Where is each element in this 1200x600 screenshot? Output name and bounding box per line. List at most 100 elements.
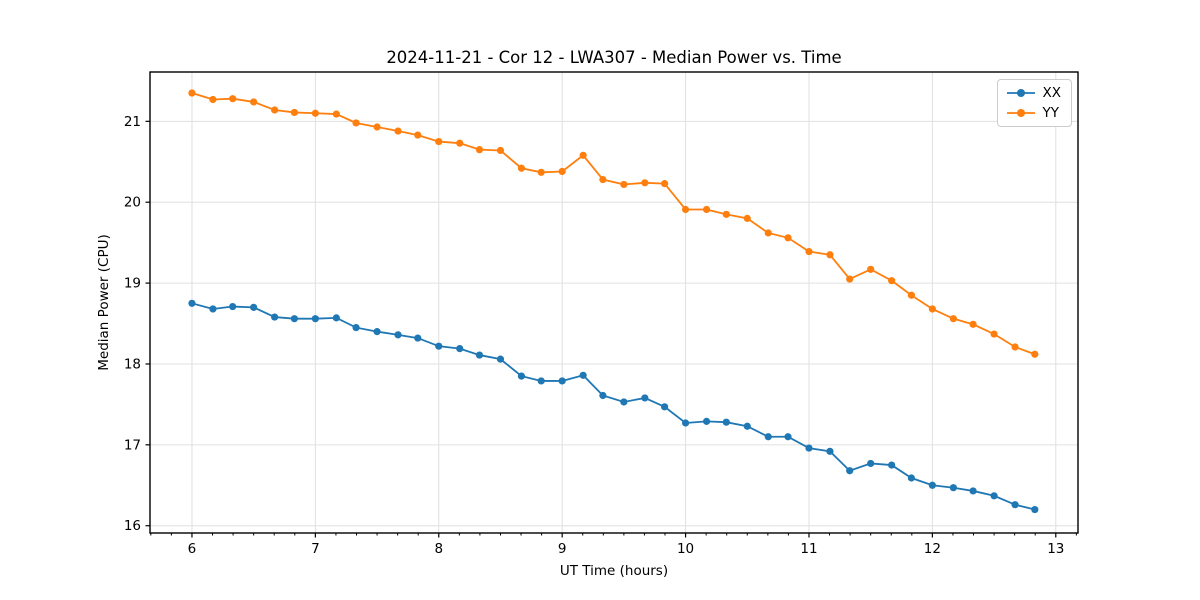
legend-marker-yy-icon xyxy=(1006,109,1035,117)
x-tick-label: 11 xyxy=(800,541,817,557)
data-point-yy xyxy=(826,251,834,259)
data-point-xx xyxy=(579,371,587,379)
data-point-yy xyxy=(641,179,649,187)
y-tick-label: 19 xyxy=(124,276,141,292)
data-point-xx xyxy=(990,492,998,500)
x-tick-label: 10 xyxy=(677,541,694,557)
data-point-yy xyxy=(990,330,998,338)
data-point-xx xyxy=(1031,505,1039,514)
data-point-yy xyxy=(969,320,977,328)
data-point-yy xyxy=(620,180,628,189)
data-point-xx xyxy=(332,314,340,322)
data-point-xx xyxy=(475,351,484,359)
legend-marker-xx-icon xyxy=(1006,89,1035,97)
y-tick-label: 21 xyxy=(124,114,141,130)
data-point-yy xyxy=(271,106,279,114)
data-point-xx xyxy=(250,303,258,311)
data-point-yy xyxy=(517,164,526,172)
data-point-yy xyxy=(928,305,936,313)
data-point-yy xyxy=(722,210,730,218)
data-point-xx xyxy=(394,331,402,339)
x-tick-label: 6 xyxy=(188,541,197,557)
data-point-yy xyxy=(352,119,360,127)
legend-item-yy: YY xyxy=(1006,105,1062,121)
data-point-yy xyxy=(373,123,381,131)
data-point-yy xyxy=(311,109,319,117)
data-point-yy xyxy=(537,168,545,176)
data-point-xx xyxy=(702,417,711,425)
y-tick-label: 16 xyxy=(124,518,141,534)
data-point-yy xyxy=(681,205,690,214)
x-axis-label: UT Time (hours) xyxy=(560,563,668,579)
legend: XX YY xyxy=(996,79,1072,127)
data-point-xx xyxy=(867,459,875,468)
data-point-yy xyxy=(599,175,607,184)
data-point-xx xyxy=(517,372,526,380)
data-point-xx xyxy=(271,313,279,321)
plot-border xyxy=(149,71,1079,534)
data-point-xx xyxy=(209,305,217,313)
data-point-xx xyxy=(290,315,298,323)
data-point-xx xyxy=(188,299,196,307)
data-point-xx xyxy=(496,355,505,363)
data-point-xx xyxy=(435,342,443,350)
data-point-yy xyxy=(846,275,854,283)
data-point-xx xyxy=(764,433,772,441)
data-point-xx xyxy=(907,474,916,482)
data-point-yy xyxy=(332,110,340,118)
data-point-xx xyxy=(352,323,360,332)
x-tick-label: 8 xyxy=(434,541,443,557)
legend-item-xx: XX xyxy=(1006,85,1062,101)
data-point-yy xyxy=(558,167,566,176)
data-point-yy xyxy=(496,146,505,155)
data-point-xx xyxy=(456,345,464,353)
data-point-yy xyxy=(209,95,217,104)
data-point-xx xyxy=(558,377,566,385)
data-point-xx xyxy=(373,328,381,336)
data-point-xx xyxy=(620,398,628,406)
data-point-xx xyxy=(414,334,422,342)
data-point-yy xyxy=(250,98,258,106)
data-point-yy xyxy=(888,277,896,285)
data-point-xx xyxy=(722,418,730,426)
data-point-xx xyxy=(888,461,896,469)
data-point-xx xyxy=(805,444,813,452)
data-point-yy xyxy=(907,291,916,299)
data-point-xx xyxy=(311,315,319,323)
data-point-xx xyxy=(743,422,751,430)
x-tick-label: 9 xyxy=(558,541,567,557)
data-point-yy xyxy=(867,265,875,273)
legend-label-yy: YY xyxy=(1042,105,1060,121)
data-point-yy xyxy=(949,315,957,323)
data-point-yy xyxy=(394,127,402,135)
data-point-yy xyxy=(1031,350,1039,358)
data-point-yy xyxy=(784,234,792,242)
x-tick-label: 7 xyxy=(311,541,320,557)
y-tick-label: 18 xyxy=(124,356,141,372)
data-point-yy xyxy=(805,247,813,256)
data-point-xx xyxy=(826,447,834,455)
data-point-xx xyxy=(1011,501,1019,509)
data-point-yy xyxy=(290,108,298,117)
data-point-xx xyxy=(928,481,936,489)
data-point-xx xyxy=(641,394,649,402)
series-line-yy xyxy=(191,92,1036,356)
data-point-xx xyxy=(949,484,957,492)
legend-label-xx: XX xyxy=(1042,85,1062,101)
data-point-yy xyxy=(435,137,443,146)
data-point-xx xyxy=(229,302,237,311)
data-point-xx xyxy=(784,433,792,441)
data-point-xx xyxy=(537,377,545,385)
chart-title: 2024-11-21 - Cor 12 - LWA307 - Median Po… xyxy=(386,48,842,67)
y-tick-label: 20 xyxy=(124,195,141,211)
data-point-yy xyxy=(660,180,669,188)
data-point-yy xyxy=(1011,343,1019,351)
x-tick-label: 13 xyxy=(1047,541,1064,557)
y-tick-label: 17 xyxy=(124,437,141,453)
data-point-xx xyxy=(846,467,854,475)
data-point-yy xyxy=(475,146,484,154)
x-tick-label: 12 xyxy=(924,541,941,557)
data-point-yy xyxy=(188,89,196,97)
